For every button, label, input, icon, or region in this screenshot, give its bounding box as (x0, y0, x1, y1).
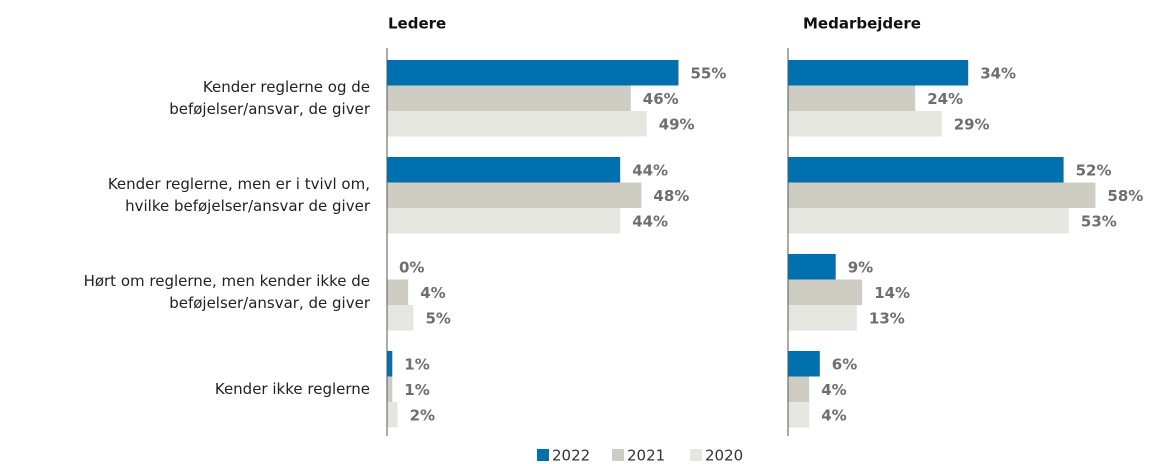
value-label: 53% (1081, 212, 1117, 230)
bar (387, 111, 647, 137)
bar (387, 402, 398, 428)
bar (788, 157, 1064, 183)
legend-label: 2020 (705, 447, 743, 464)
bar (387, 208, 621, 234)
bar (788, 376, 810, 402)
value-label: 24% (927, 90, 963, 108)
bar (387, 305, 414, 331)
bar (788, 402, 810, 428)
chart-title: Medarbejdere (803, 15, 921, 33)
value-label: 2% (410, 406, 435, 424)
legend-swatch (690, 449, 702, 461)
category-label: Hørt om reglerne, men kender ikke de (84, 272, 370, 290)
category-label: beføjelser/ansvar, de giver (169, 294, 371, 312)
bar (788, 254, 836, 280)
category-label: Kender reglerne og de (203, 78, 370, 96)
bar (387, 60, 679, 86)
chart-title: Ledere (388, 15, 446, 33)
legend-swatch (537, 449, 549, 461)
value-label: 44% (632, 161, 668, 179)
bar (788, 85, 916, 111)
bar (387, 376, 393, 402)
value-label: 4% (821, 381, 846, 399)
value-label: 1% (404, 381, 429, 399)
value-label: 48% (653, 187, 689, 205)
category-label: beføjelser/ansvar, de giver (169, 100, 371, 118)
bar (387, 157, 621, 183)
bar (387, 279, 409, 305)
value-label: 44% (632, 212, 668, 230)
value-label: 6% (832, 355, 857, 373)
value-label: 1% (404, 355, 429, 373)
value-label: 46% (643, 90, 679, 108)
bar (788, 208, 1069, 234)
bar (788, 182, 1096, 208)
legend-swatch (612, 449, 624, 461)
category-label: Kender reglerne, men er i tvivl om, (108, 175, 370, 193)
value-label: 55% (691, 64, 727, 82)
value-label: 5% (426, 309, 451, 327)
category-label: Kender ikke reglerne (215, 380, 370, 398)
bar (788, 305, 857, 331)
value-label: 0% (399, 258, 424, 276)
category-label: hvilke beføjelser/ansvar de giver (125, 197, 371, 215)
bar (387, 351, 393, 377)
legend-label: 2022 (552, 447, 590, 464)
bar (788, 60, 969, 86)
bar (788, 351, 820, 377)
value-label: 29% (954, 115, 990, 133)
value-label: 49% (659, 115, 695, 133)
legend-label: 2021 (627, 447, 665, 464)
value-label: 4% (420, 284, 445, 302)
bar (387, 85, 631, 111)
value-label: 52% (1076, 161, 1112, 179)
value-label: 58% (1107, 187, 1143, 205)
bar (788, 111, 942, 137)
bar (788, 279, 863, 305)
value-label: 34% (980, 64, 1016, 82)
value-label: 14% (874, 284, 910, 302)
value-label: 13% (869, 309, 905, 327)
value-label: 9% (848, 258, 873, 276)
value-label: 4% (821, 406, 846, 424)
bar (387, 182, 642, 208)
